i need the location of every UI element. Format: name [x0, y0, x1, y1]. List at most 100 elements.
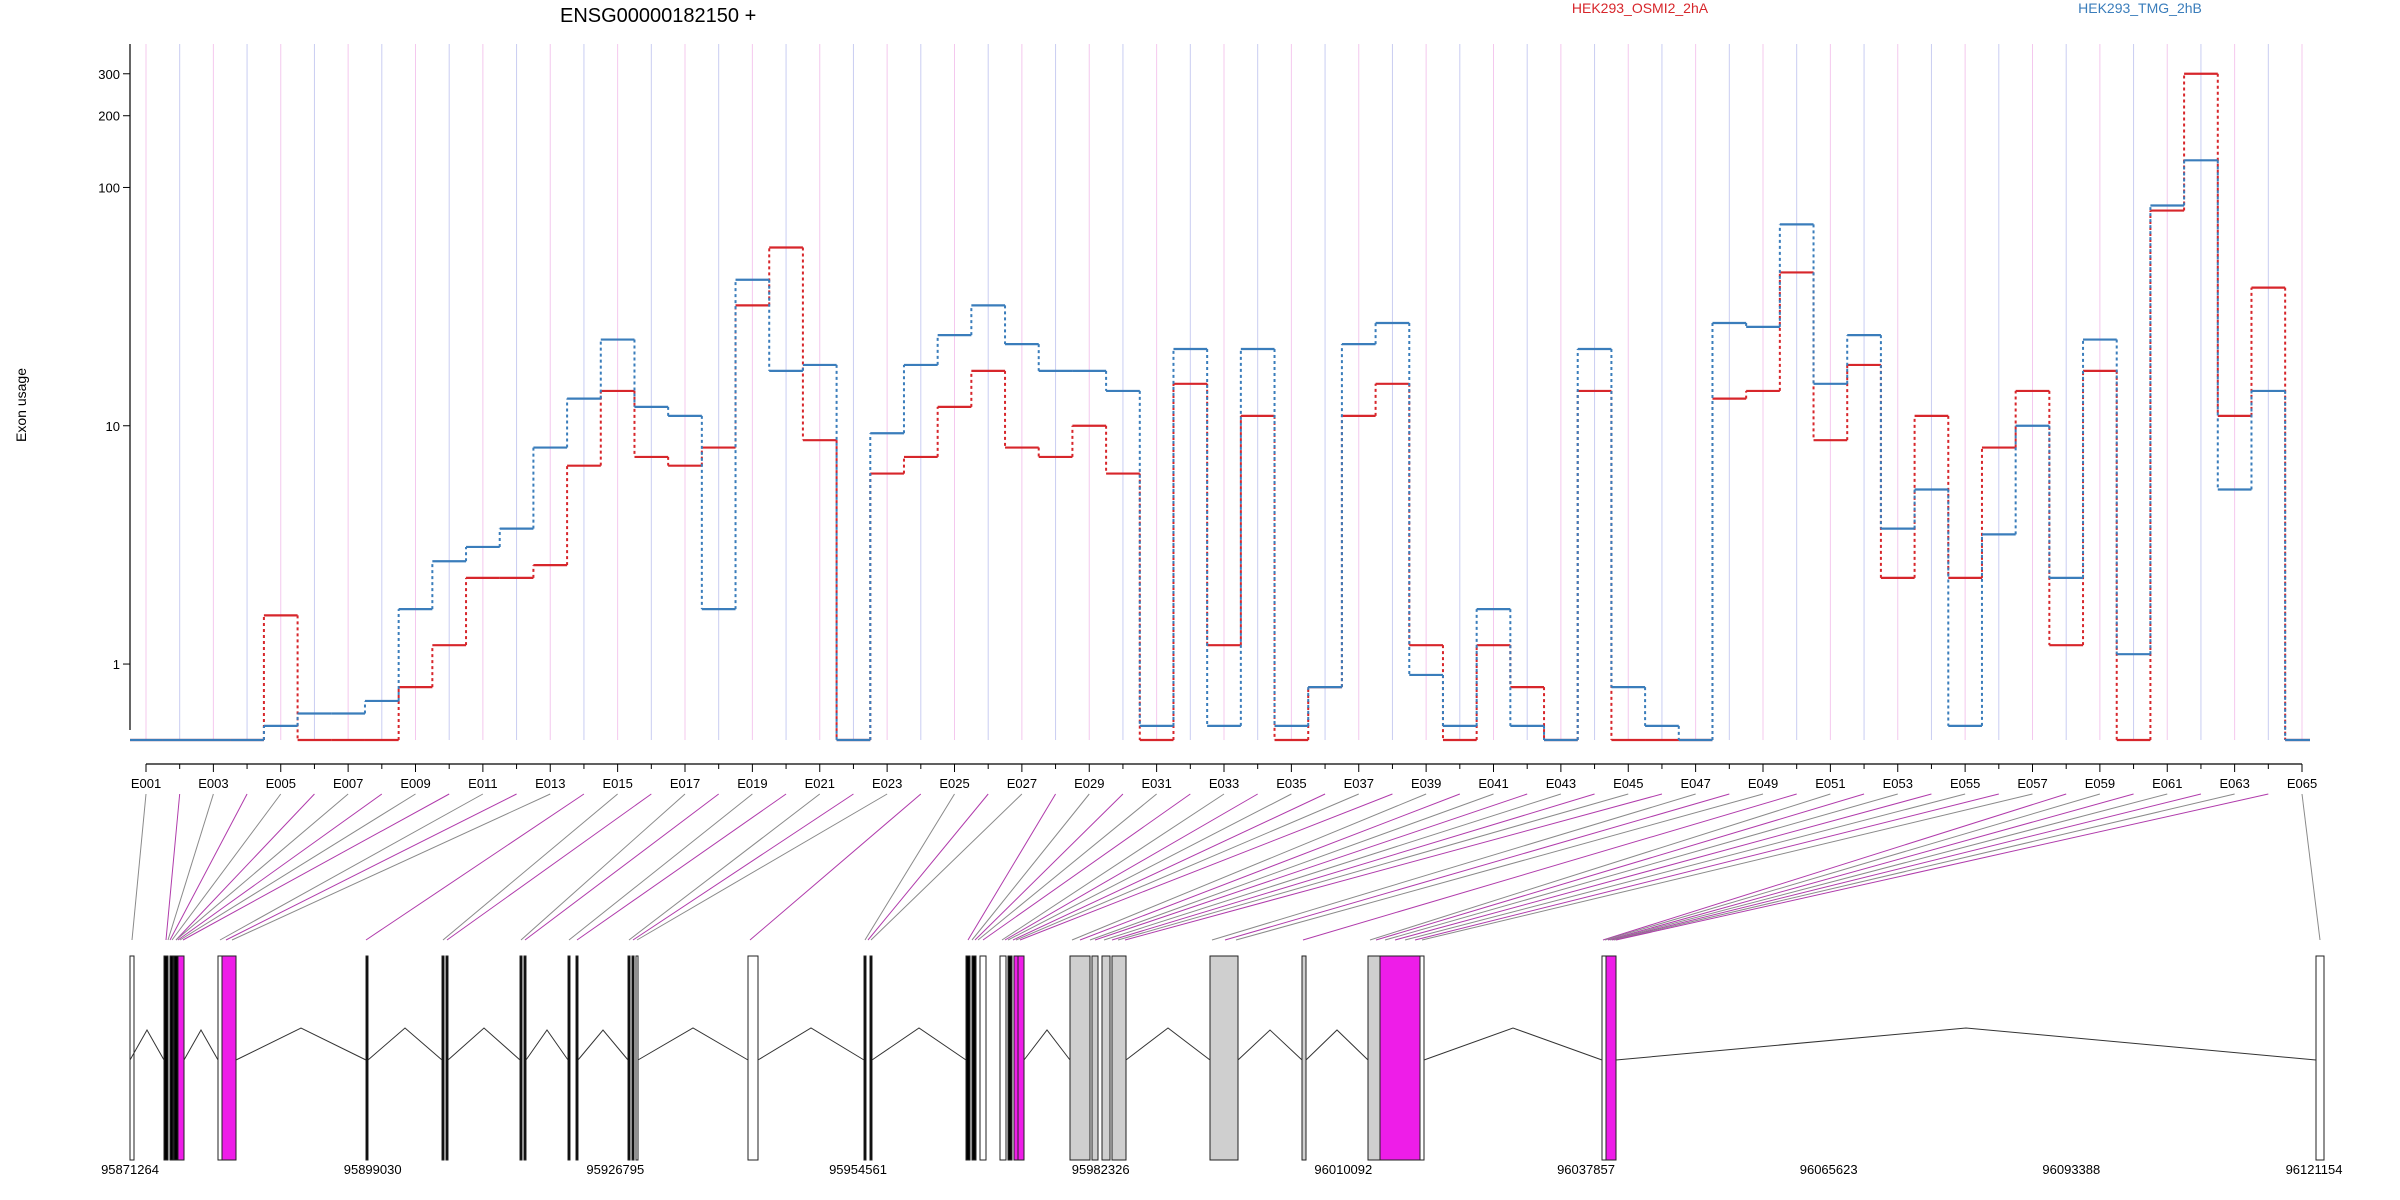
exon-connector	[2301, 793, 2321, 941]
exon-connector	[179, 793, 416, 941]
exon-block	[1367, 955, 1381, 1161]
legend-series-2: HEK293_TMG_2hB	[2078, 0, 2202, 16]
exon-connector	[1224, 793, 1730, 941]
legend-series-1: HEK293_OSMI2_2hA	[1572, 0, 1709, 16]
exon-connector	[870, 793, 1023, 941]
exon-block	[567, 955, 571, 1161]
coord-tick-label: 96037857	[1557, 1162, 1615, 1177]
series-2	[130, 159, 2310, 742]
exon-connector	[167, 793, 214, 941]
x-tick-label: E019	[737, 776, 767, 791]
vertical-grid	[145, 44, 2303, 740]
exon-block	[365, 955, 369, 1161]
exon-connector	[131, 793, 147, 941]
exon-block	[1091, 955, 1099, 1161]
exon-block	[1069, 955, 1091, 1161]
coord-tick-label: 96065623	[1800, 1162, 1858, 1177]
exon-connector	[1015, 793, 1359, 941]
exon-connector	[1007, 793, 1292, 941]
axes: 1 10 100 200 300 E001 E003 E005 E007 E009 E011 E013…	[98, 44, 2317, 791]
exon-connector	[1302, 793, 1797, 941]
x-tick-label: E039	[1411, 776, 1441, 791]
series-lines	[130, 72, 2310, 742]
exon-connector	[1602, 793, 2067, 941]
x-tick-label: E041	[1478, 776, 1508, 791]
y-tick-label: 300	[98, 67, 120, 82]
exon-connector	[1604, 793, 2101, 941]
y-tick-label: 1	[113, 657, 120, 672]
intron-line	[367, 1027, 443, 1061]
exon-connector	[182, 793, 450, 941]
exon-block	[627, 955, 631, 1161]
y-tick-label: 100	[98, 180, 120, 195]
exon-connector	[1369, 793, 1831, 941]
exon-connector	[1607, 793, 2134, 941]
exon-connector	[974, 793, 1124, 941]
x-tick-label: E059	[2085, 776, 2115, 791]
exon-connector	[442, 793, 618, 941]
x-tick-label: E057	[2017, 776, 2047, 791]
exon-connector	[971, 793, 1090, 941]
exon-block	[1017, 955, 1025, 1161]
exon-connector	[1404, 793, 1966, 941]
exon-block	[999, 955, 1007, 1161]
x-tick-label: E025	[939, 776, 969, 791]
intron-line	[183, 1028, 219, 1061]
exon-connector	[628, 793, 821, 941]
series-1	[130, 72, 2310, 742]
x-tick-label: E005	[266, 776, 296, 791]
exon-connector	[1124, 793, 1663, 941]
exon-connector	[169, 793, 248, 941]
exon-block	[177, 955, 185, 1161]
exon-connector	[1235, 793, 1764, 941]
exon-connector	[1609, 793, 2168, 941]
y-axis-label: Exon usage	[13, 368, 29, 442]
exon-connector	[1611, 793, 2202, 941]
exon-connector	[171, 793, 282, 941]
x-tick-label: E007	[333, 776, 363, 791]
exon-connectors	[131, 793, 2321, 941]
x-tick-label: E001	[131, 776, 161, 791]
exon-block	[1601, 955, 1607, 1161]
exon-block	[971, 955, 977, 1161]
exon-connector	[982, 793, 1191, 941]
exon-connector	[1071, 793, 1427, 941]
x-tick-label: E017	[670, 776, 700, 791]
exon-connector	[749, 793, 922, 941]
x-tick-label: E023	[872, 776, 902, 791]
exon-block	[1419, 955, 1425, 1161]
x-tick-label: E011	[468, 776, 497, 791]
exon-connector	[1613, 793, 2235, 941]
exon-block	[445, 955, 449, 1161]
y-tick-label: 10	[106, 419, 120, 434]
exon-connector	[1414, 793, 1999, 941]
exon-connector	[231, 793, 551, 941]
exon-block	[965, 955, 971, 1161]
exon-connector	[1421, 793, 2033, 941]
coord-tick-label: 95982326	[1072, 1162, 1130, 1177]
exon-connector	[175, 793, 315, 941]
exon-connector	[1103, 793, 1562, 941]
coord-tick-label: 95954561	[829, 1162, 887, 1177]
exon-block	[441, 955, 445, 1161]
coord-tick-label: 95926795	[586, 1162, 644, 1177]
exon-block	[173, 955, 179, 1161]
coord-tick-label: 95899030	[344, 1162, 402, 1177]
exon-connector	[1001, 793, 1225, 941]
exon-connector	[446, 793, 652, 941]
intron-line	[1125, 1027, 1211, 1061]
exon-block	[1101, 955, 1111, 1161]
exon-connector	[576, 793, 787, 941]
intron-line	[757, 1027, 865, 1061]
exon-block	[1007, 955, 1013, 1161]
exon-block	[169, 955, 174, 1161]
coord-tick-label: 96121154	[2286, 1162, 2343, 1177]
x-tick-label: E031	[1141, 776, 1171, 791]
x-tick-label: E013	[535, 776, 565, 791]
x-tick-label: E035	[1276, 776, 1306, 791]
intron-line	[1237, 1029, 1303, 1061]
intron-line	[1305, 1029, 1369, 1061]
exon-connector	[1211, 793, 1696, 941]
exon-connector	[632, 793, 854, 941]
x-tick-label: E063	[2219, 776, 2249, 791]
